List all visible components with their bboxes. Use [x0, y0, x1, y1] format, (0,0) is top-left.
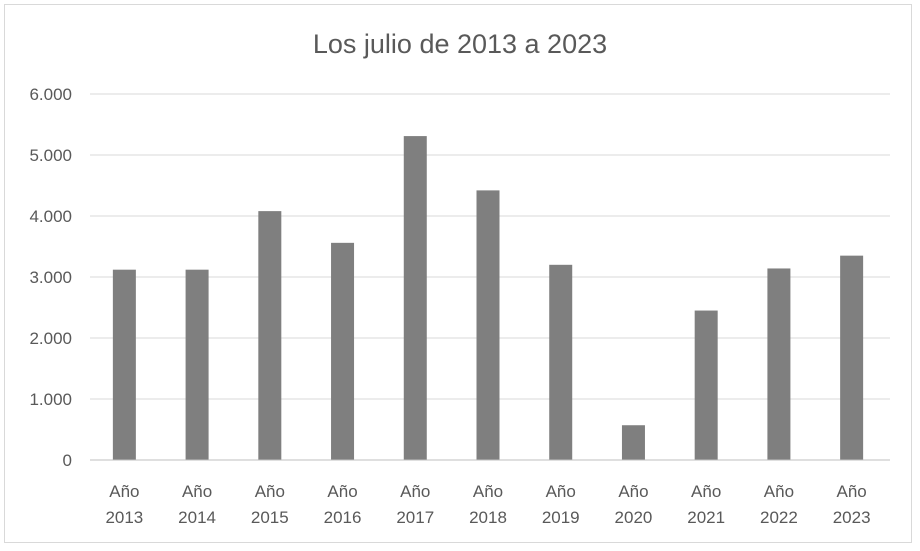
x-tick-label: Año 2018: [469, 482, 507, 527]
bar: [476, 190, 500, 460]
bar: [331, 242, 355, 460]
x-tick-label: Año 2017: [396, 482, 434, 527]
bar: [767, 268, 791, 460]
y-tick-label: 1.000: [29, 390, 72, 409]
bar: [112, 269, 136, 460]
y-tick-label: 0: [63, 451, 72, 470]
x-tick-label: Año 2013: [105, 482, 143, 527]
y-tick-label: 4.000: [29, 207, 72, 226]
x-tick-label: Año 2021: [687, 482, 725, 527]
chart-title: Los julio de 2013 a 2023: [313, 29, 607, 59]
x-axis-ticks: Año 2013 Año 2014 Año 2015 Año 2016 Año 2017 Año 20…: [105, 482, 870, 527]
bar: [694, 310, 718, 460]
x-tick-label: Año 2014: [178, 482, 216, 527]
bar: [621, 425, 645, 460]
y-axis-ticks: 0 1.000 2.000 3.000 4.000 5.000 6.000: [29, 85, 72, 470]
bar: [549, 264, 573, 460]
bar: [403, 136, 427, 460]
y-tick-label: 3.000: [29, 268, 72, 287]
y-tick-label: 5.000: [29, 146, 72, 165]
x-tick-label: Año 2019: [542, 482, 580, 527]
x-tick-label: Año 2016: [324, 482, 362, 527]
x-tick-label: Año 2023: [833, 482, 871, 527]
bar: [840, 255, 864, 460]
bar: [258, 211, 282, 460]
x-tick-label: Año 2022: [760, 482, 798, 527]
x-tick-label: Año 2020: [615, 482, 653, 527]
bar: [185, 269, 209, 460]
y-tick-label: 6.000: [29, 85, 72, 104]
x-tick-label: Año 2015: [251, 482, 289, 527]
gridlines: [90, 93, 890, 400]
bars: [112, 136, 864, 460]
y-tick-label: 2.000: [29, 329, 72, 348]
